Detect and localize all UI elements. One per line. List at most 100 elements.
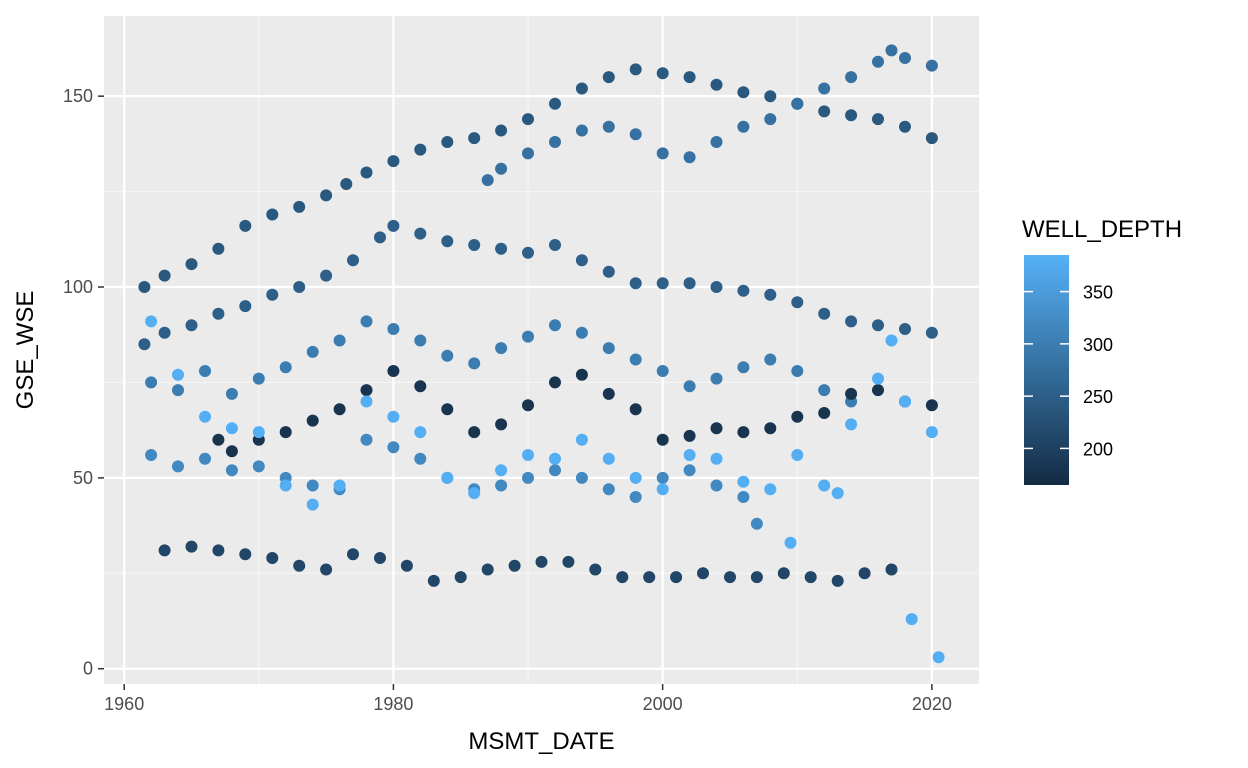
data-point [495, 479, 508, 492]
series-2 [481, 44, 938, 187]
data-point [212, 307, 225, 320]
data-point [185, 319, 198, 332]
data-point [818, 479, 831, 492]
data-point [899, 395, 911, 408]
data-point [522, 246, 534, 259]
data-point [872, 319, 884, 332]
data-point [387, 410, 400, 423]
data-point [225, 464, 238, 477]
data-point [549, 97, 561, 110]
data-point [629, 353, 642, 366]
series-7 [145, 315, 945, 664]
data-point [818, 407, 831, 419]
data-point [522, 113, 534, 126]
y-axis-title: GSE_WSE [12, 291, 39, 410]
legend-tick-label: 250 [1083, 387, 1113, 407]
data-point [185, 258, 198, 271]
data-point [683, 151, 696, 164]
data-point [602, 342, 615, 355]
data-point [629, 471, 642, 484]
data-point [145, 449, 158, 461]
data-point [656, 277, 669, 290]
data-point [710, 479, 723, 492]
data-point [468, 132, 481, 145]
data-point [575, 471, 588, 484]
data-point [138, 338, 151, 351]
y-tick-label: 100 [63, 277, 93, 297]
data-point [616, 571, 629, 584]
data-point [602, 120, 615, 133]
data-point [239, 219, 252, 232]
data-point [845, 387, 858, 400]
data-point [791, 365, 804, 377]
data-point [737, 86, 750, 99]
data-point [899, 120, 911, 133]
data-point [750, 517, 763, 530]
data-point [683, 71, 696, 84]
data-point [899, 52, 911, 64]
data-point [158, 326, 171, 339]
data-point [589, 563, 602, 576]
data-point [818, 105, 831, 118]
data-point [360, 166, 373, 179]
data-point [549, 376, 561, 389]
data-point [737, 284, 750, 297]
data-point [791, 97, 804, 110]
data-point [212, 544, 225, 557]
data-point [522, 147, 534, 160]
data-point [481, 563, 494, 576]
data-point [562, 555, 575, 568]
data-point [414, 426, 427, 439]
data-point [697, 567, 709, 580]
legend-tick-label: 200 [1083, 439, 1113, 459]
series-4 [145, 315, 858, 408]
data-point [629, 403, 642, 416]
data-point [575, 326, 588, 339]
data-point [737, 361, 750, 374]
data-point [656, 483, 669, 496]
x-tick-label: 2020 [912, 694, 952, 714]
data-point [320, 269, 333, 282]
data-point [172, 384, 184, 397]
data-point [656, 365, 669, 377]
data-point [764, 113, 777, 126]
data-point [441, 471, 454, 484]
data-point [387, 441, 400, 454]
data-point [750, 571, 763, 584]
data-point [320, 563, 333, 576]
minor-gridlines [104, 16, 979, 684]
data-point [441, 136, 454, 148]
data-point [818, 384, 831, 397]
data-point [387, 155, 400, 168]
data-point [145, 315, 158, 328]
data-point [804, 571, 817, 584]
data-point [670, 571, 683, 584]
data-point [710, 136, 723, 148]
data-point [522, 399, 534, 412]
data-point [575, 368, 588, 381]
data-point [172, 460, 184, 473]
data-point [643, 571, 656, 584]
data-point [575, 82, 588, 95]
data-point [899, 323, 911, 335]
data-point [414, 143, 427, 156]
data-point [791, 296, 804, 309]
data-point [199, 365, 211, 377]
data-point [495, 162, 508, 175]
data-point [629, 128, 642, 141]
data-point [932, 651, 945, 664]
data-point [414, 227, 427, 240]
data-point [818, 82, 831, 95]
data-point [387, 219, 400, 232]
data-point [360, 315, 373, 328]
data-point [925, 399, 938, 412]
data-point [340, 178, 353, 190]
data-point [656, 471, 669, 484]
data-point [266, 288, 279, 301]
plot-panel [104, 16, 979, 684]
data-point [656, 433, 669, 446]
data-point [252, 372, 265, 385]
data-point [158, 269, 171, 282]
data-point [629, 63, 642, 76]
